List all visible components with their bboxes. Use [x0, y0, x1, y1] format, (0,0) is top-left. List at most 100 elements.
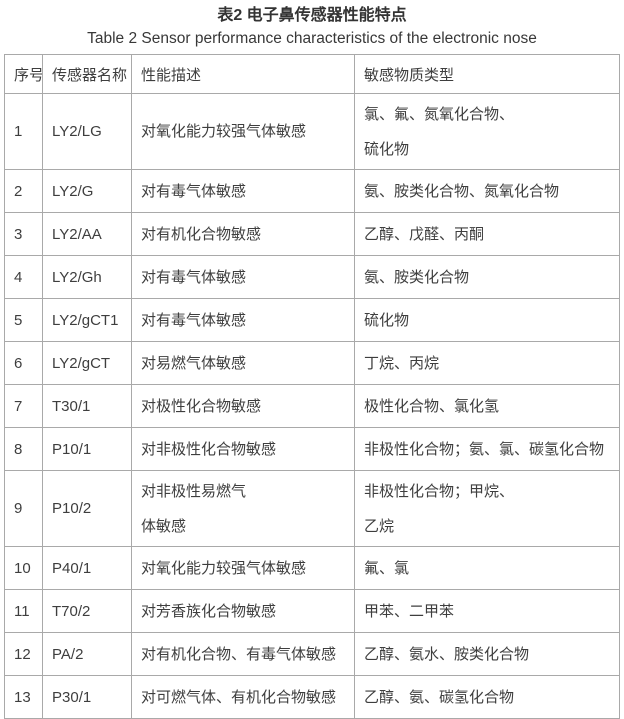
- table-row: 6 LY2/gCT 对易燃气体敏感 丁烷、丙烷: [4, 341, 620, 385]
- table-caption: 表2 电子鼻传感器性能特点 Table 2 Sensor performance…: [0, 0, 624, 49]
- cell-text-line: 丁烷、丙烷: [364, 354, 440, 372]
- row-number-cell: 11: [4, 589, 43, 633]
- column-header: 敏感物质类型: [354, 54, 620, 94]
- column-header: 性能描述: [131, 54, 355, 94]
- cell-text-line: 对芳香族化合物敏感: [141, 602, 277, 620]
- cell-text-line: LY2/AA: [52, 225, 102, 243]
- sensor-name-cell: P10/2: [42, 470, 132, 547]
- cell-text-line: 极性化合物、氯化氢: [364, 397, 500, 415]
- performance-desc-cell: 对有毒气体敏感: [131, 298, 355, 342]
- cell-text-line: P40/1: [52, 559, 92, 577]
- performance-desc-cell: 对有毒气体敏感: [131, 169, 355, 213]
- row-number-cell: 10: [4, 546, 43, 590]
- sensor-name-cell: LY2/Gh: [42, 255, 132, 299]
- substance-types-cell: 氨、胺类化合物: [354, 255, 620, 299]
- table-row: 1 LY2/LG 对氧化能力较强气体敏感 氯、氟、氮氧化合物、 硫化物: [4, 93, 620, 170]
- performance-desc-cell: 对氧化能力较强气体敏感: [131, 93, 355, 170]
- cell-text-line: 5: [14, 311, 23, 329]
- cell-text-line: 对可燃气体、有机化合物敏感: [141, 688, 337, 706]
- cell-text-line: 乙醇、戊醛、丙酮: [364, 225, 485, 243]
- performance-desc-cell: 对非极性化合物敏感: [131, 427, 355, 471]
- row-number-cell: 1: [4, 93, 43, 170]
- substance-types-cell: 甲苯、二甲苯: [354, 589, 620, 633]
- sensor-name-cell: LY2/LG: [42, 93, 132, 170]
- performance-desc-cell: 对非极性易燃气 体敏感: [131, 470, 355, 547]
- cell-text-line: 甲苯、二甲苯: [364, 602, 455, 620]
- cell-text-line: T30/1: [52, 397, 91, 415]
- cell-text-line: 乙醇、氨、碳氢化合物: [364, 688, 515, 706]
- cell-text-line: 硫化物: [364, 311, 410, 329]
- row-number-cell: 6: [4, 341, 43, 385]
- row-number-cell: 7: [4, 384, 43, 428]
- cell-text-line: 6: [14, 354, 23, 372]
- table-title-english: Table 2 Sensor performance characteristi…: [87, 30, 537, 47]
- sensor-performance-table: 序号 传感器名称 性能描述 敏感物质类型 1 LY2/LG 对氧化能力较强气体敏感 氯、氟、…: [4, 54, 620, 719]
- table-row: 4 LY2/Gh 对有毒气体敏感 氨、胺类化合物: [4, 255, 620, 299]
- sensor-name-cell: P30/1: [42, 675, 132, 719]
- cell-text-line: 12: [14, 645, 31, 663]
- cell-text-line: 3: [14, 225, 23, 243]
- cell-text-line: 10: [14, 559, 31, 577]
- sensor-name-cell: LY2/gCT: [42, 341, 132, 385]
- cell-text-line: 对有毒气体敏感: [141, 311, 247, 329]
- cell-text-line: 2: [14, 182, 23, 200]
- substance-types-cell: 乙醇、氨、碳氢化合物: [354, 675, 620, 719]
- row-number-cell: 2: [4, 169, 43, 213]
- cell-text-line: LY2/LG: [52, 123, 102, 140]
- table-row: 9 P10/2 对非极性易燃气 体敏感 非极性化合物；甲烷、 乙烷: [4, 470, 620, 547]
- cell-text-line: 对非极性易燃气: [141, 482, 247, 500]
- table-row: 11 T70/2 对芳香族化合物敏感 甲苯、二甲苯: [4, 589, 620, 633]
- performance-desc-cell: 对芳香族化合物敏感: [131, 589, 355, 633]
- row-number-cell: 5: [4, 298, 43, 342]
- row-number-cell: 9: [4, 470, 43, 547]
- cell-text-line: PA/2: [52, 645, 84, 663]
- cell-text-line: LY2/gCT: [52, 354, 111, 372]
- table-row: 8 P10/1 对非极性化合物敏感 非极性化合物；氨、氯、碳氢化合物: [4, 427, 620, 471]
- performance-desc-cell: 对有机化合物、有毒气体敏感: [131, 632, 355, 676]
- cell-text-line: P10/1: [52, 440, 92, 458]
- cell-text-line: 氨、胺类化合物、氮氧化合物: [364, 182, 560, 200]
- cell-text-line: 对有机化合物、有毒气体敏感: [141, 645, 337, 663]
- cell-text-line: 对有毒气体敏感: [141, 268, 247, 286]
- table-title-chinese: 表2 电子鼻传感器性能特点: [217, 7, 407, 24]
- cell-text-line: 乙醇、氨水、胺类化合物: [364, 645, 530, 663]
- sensor-name-cell: P40/1: [42, 546, 132, 590]
- table-row: 12 PA/2 对有机化合物、有毒气体敏感 乙醇、氨水、胺类化合物: [4, 632, 620, 676]
- substance-types-cell: 氯、氟、氮氧化合物、 硫化物: [354, 93, 620, 170]
- cell-text-line: P10/2: [52, 500, 92, 517]
- column-header: 传感器名称: [42, 54, 132, 94]
- table-body: 1 LY2/LG 对氧化能力较强气体敏感 氯、氟、氮氧化合物、 硫化物 2 LY2/G 对有毒…: [4, 93, 620, 719]
- cell-text-line: LY2/gCT1: [52, 311, 119, 329]
- cell-text-line: 非极性化合物；氨、氯、碳氢化合物: [364, 440, 605, 458]
- sensor-name-cell: LY2/gCT1: [42, 298, 132, 342]
- cell-text-line: T70/2: [52, 602, 91, 620]
- sensor-name-cell: P10/1: [42, 427, 132, 471]
- table-row: 2 LY2/G 对有毒气体敏感 氨、胺类化合物、氮氧化合物: [4, 169, 620, 213]
- table-row: 3 LY2/AA 对有机化合物敏感 乙醇、戊醛、丙酮: [4, 212, 620, 256]
- table-row: 13 P30/1 对可燃气体、有机化合物敏感 乙醇、氨、碳氢化合物: [4, 675, 620, 719]
- cell-text-line: LY2/Gh: [52, 268, 102, 286]
- sensor-name-cell: T30/1: [42, 384, 132, 428]
- cell-text-line: 对有机化合物敏感: [141, 225, 262, 243]
- sensor-name-cell: LY2/G: [42, 169, 132, 213]
- substance-types-cell: 硫化物: [354, 298, 620, 342]
- sensor-name-cell: LY2/AA: [42, 212, 132, 256]
- performance-desc-cell: 对易燃气体敏感: [131, 341, 355, 385]
- row-number-cell: 13: [4, 675, 43, 719]
- performance-desc-cell: 对氧化能力较强气体敏感: [131, 546, 355, 590]
- cell-text-line: 8: [14, 440, 23, 458]
- substance-types-cell: 非极性化合物；氨、氯、碳氢化合物: [354, 427, 620, 471]
- substance-types-cell: 乙醇、氨水、胺类化合物: [354, 632, 620, 676]
- cell-text-line: 9: [14, 500, 23, 517]
- cell-text-line: 对有毒气体敏感: [141, 182, 247, 200]
- cell-text-line: 1: [14, 123, 23, 140]
- performance-desc-cell: 对极性化合物敏感: [131, 384, 355, 428]
- cell-text-line: 氯、氟、氮氧化合物、: [364, 105, 515, 123]
- row-number-cell: 4: [4, 255, 43, 299]
- sensor-name-cell: PA/2: [42, 632, 132, 676]
- cell-text-line: 13: [14, 688, 31, 706]
- cell-text-line: 氟、氯: [364, 559, 410, 577]
- cell-text-line: 氨、胺类化合物: [364, 268, 470, 286]
- cell-text-line: 非极性化合物；甲烷、: [364, 482, 515, 500]
